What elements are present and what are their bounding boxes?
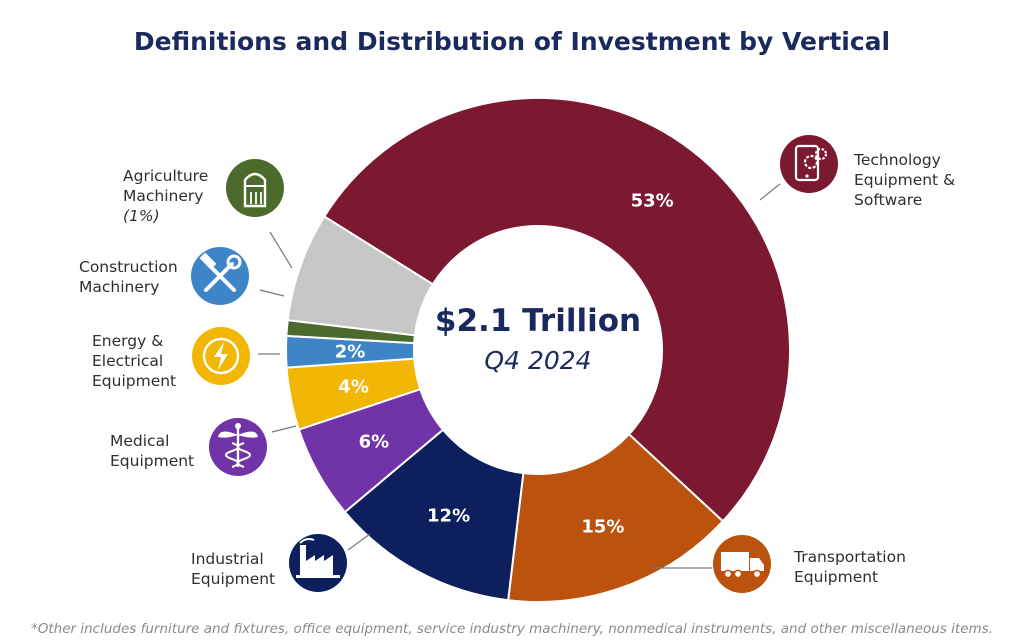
lightning-icon	[192, 327, 250, 385]
percent-labels: 53% 15% 12% 6% 4% 2%	[335, 191, 674, 538]
donut-slices	[285, 97, 791, 603]
leader-line-agriculture	[269, 231, 293, 269]
factory-icon	[289, 534, 347, 592]
leader-line-construction	[259, 289, 285, 297]
label-medical: Medical Equipment	[110, 432, 194, 470]
leader-line-technology	[759, 183, 781, 201]
percent-label-technology-equipment-and-software: 53%	[631, 191, 674, 212]
percent-label-medical-equipment: 6%	[359, 432, 390, 453]
footnote: *Other includes furniture and fixtures, …	[31, 621, 993, 637]
label-agriculture-share: (1%)	[123, 207, 160, 225]
slice-technology-equipment-and-software	[322, 97, 791, 523]
label-industrial: Industrial Equipment	[191, 550, 275, 588]
label-construction: Construction Machinery	[79, 258, 183, 296]
slice-other	[286, 215, 435, 337]
silo-icon	[226, 159, 284, 217]
label-technology: Technology Equipment & Software	[853, 151, 960, 209]
leader-line-medical	[271, 425, 297, 433]
caduceus-icon	[209, 418, 267, 476]
truck-icon	[713, 535, 771, 593]
label-transportation: Transportation Equipment	[793, 548, 911, 586]
label-agriculture: Agriculture Machinery	[123, 167, 213, 205]
leader-lines	[258, 183, 781, 569]
tablet-gears-icon	[780, 135, 838, 193]
center-period: Q4 2024	[484, 346, 591, 375]
slice-transportation-equipment	[507, 432, 725, 603]
chart-title: Definitions and Distribution of Investme…	[134, 27, 890, 56]
percent-label-construction-machinery: 2%	[335, 341, 366, 362]
percent-label-industrial-equipment: 12%	[427, 505, 470, 526]
percent-label-transportation-equipment: 15%	[581, 516, 624, 537]
center-total-value: $2.1 Trillion	[435, 303, 641, 339]
leader-line-industrial	[347, 533, 371, 551]
percent-label-energy-and-electrical-equipment: 4%	[338, 377, 369, 398]
label-energy: Energy & Electrical Equipment	[92, 332, 176, 390]
wrench-hammer-icon	[191, 247, 249, 305]
